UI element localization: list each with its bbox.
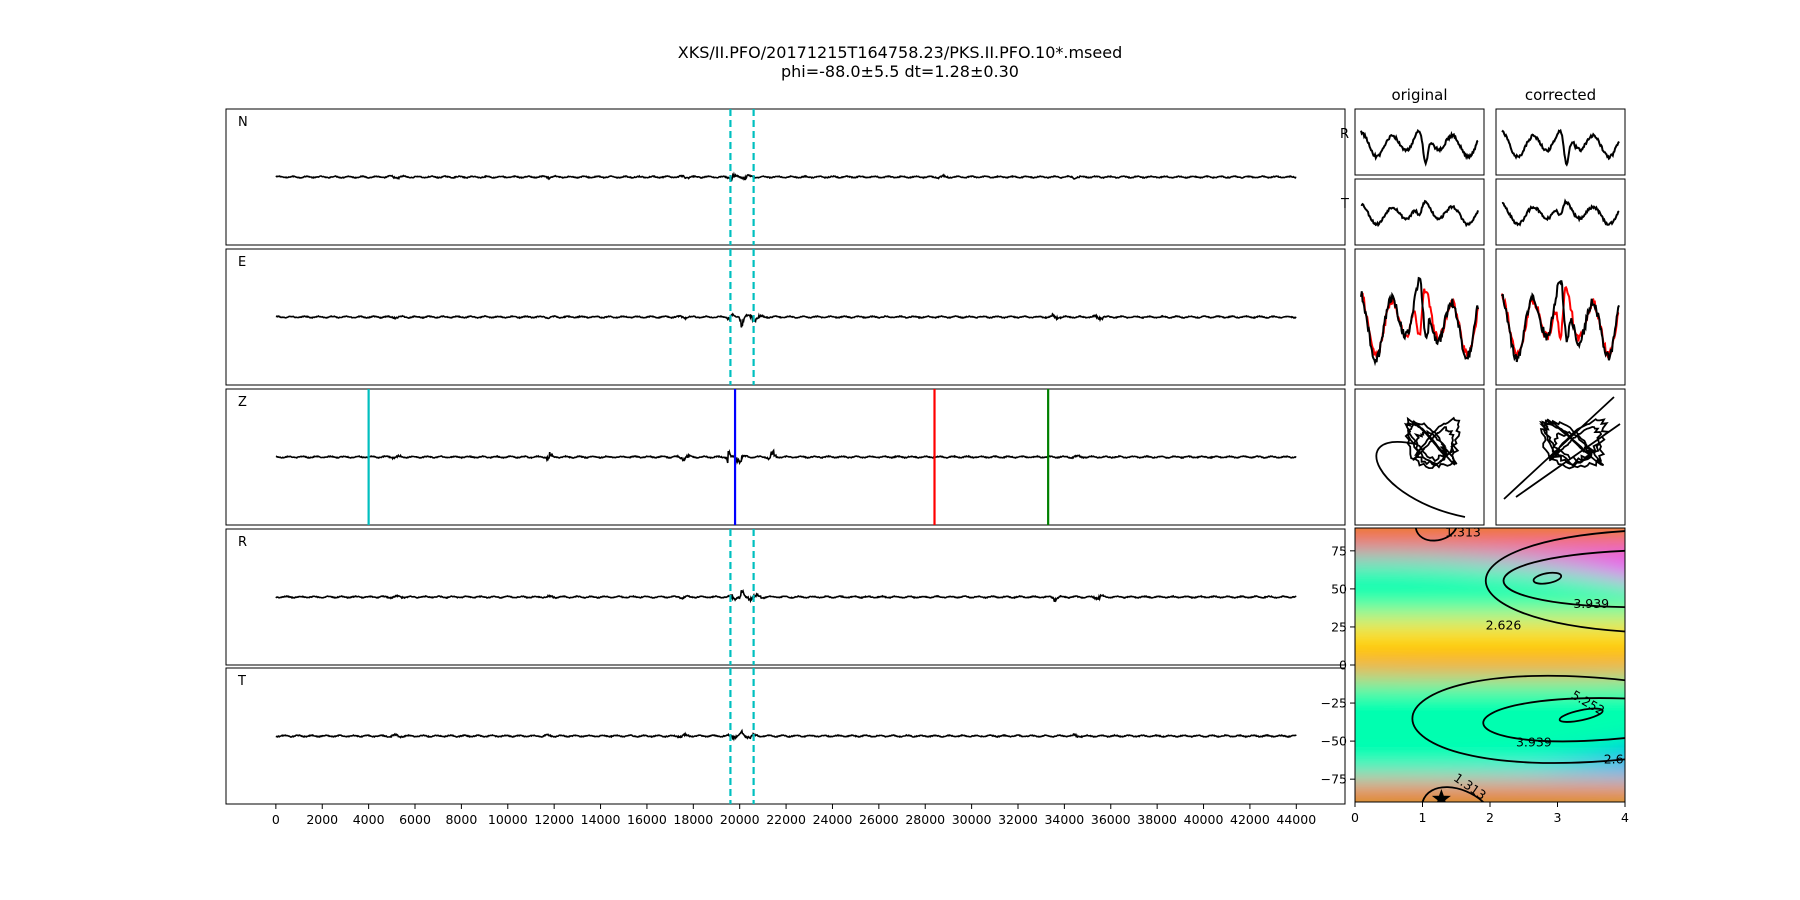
trace-panel-z: Z	[225, 388, 1346, 526]
trace-panel-t: T	[225, 667, 1346, 805]
pm-panel-corrected-2	[1495, 248, 1626, 386]
surface-blob	[1355, 528, 1625, 538]
x-tick-label: 12000	[534, 812, 574, 827]
pm-panel-original-2	[1354, 248, 1485, 386]
surface-y-tick-label: 0	[1339, 658, 1347, 673]
surface-x-tick-label: 1	[1419, 810, 1427, 825]
surface-blob	[1355, 652, 1625, 678]
surface-x-tick-label: 2	[1486, 810, 1494, 825]
x-tick-label: 4000	[353, 812, 385, 827]
contour-line-0	[1484, 530, 1625, 633]
waveform-t	[1360, 199, 1479, 228]
row-label-t: T	[1340, 197, 1349, 212]
trace-panel-r: R	[225, 528, 1346, 666]
contour-line-3	[1482, 697, 1625, 743]
trace-label: E	[238, 255, 246, 270]
column-title-0: original	[1391, 86, 1447, 104]
x-tick-label: 34000	[1044, 812, 1084, 827]
pm-frame	[1495, 108, 1626, 176]
pm-panel-original-3	[1354, 388, 1485, 526]
contour-label: 3.939	[1573, 596, 1609, 611]
x-tick-label: 40000	[1184, 812, 1224, 827]
waveform-r	[1501, 128, 1620, 167]
pm-panel-original-0	[1354, 108, 1485, 176]
pm-frame	[1495, 248, 1626, 386]
x-tick-label: 32000	[998, 812, 1038, 827]
seismogram-line	[275, 588, 1297, 604]
pm-frame	[1354, 178, 1485, 246]
x-tick-label: 24000	[813, 812, 853, 827]
surface-colors	[1355, 528, 1625, 802]
surface-y-tick-label: −50	[1321, 734, 1347, 749]
pm-panel-corrected-0	[1495, 108, 1626, 176]
waveform-t	[1501, 198, 1620, 227]
contour-min-top	[1532, 571, 1563, 585]
x-tick-label: 22000	[766, 812, 806, 827]
particle-motion-path	[1375, 416, 1466, 518]
seismogram-line	[275, 312, 1297, 328]
surface-y-tick-label: 50	[1331, 581, 1347, 596]
x-tick-label: 28000	[905, 812, 945, 827]
x-tick-label: 6000	[399, 812, 431, 827]
best-fit-star	[1431, 789, 1451, 802]
trace-label: Z	[238, 395, 247, 410]
x-tick-label: 38000	[1137, 812, 1177, 827]
contour-label: 3.939	[1516, 735, 1552, 750]
trace-label: N	[238, 115, 248, 130]
surface-x-tick-label: 0	[1351, 810, 1359, 825]
waveform-black	[1360, 276, 1479, 367]
x-tick-label: 36000	[1091, 812, 1131, 827]
seismogram-line	[275, 448, 1297, 466]
surface-x-tick-label: 4	[1621, 810, 1629, 825]
waveform-r	[1360, 128, 1479, 167]
x-tick-label: 18000	[673, 812, 713, 827]
contour-line-4	[1414, 528, 1458, 542]
pm-panel-corrected-3	[1495, 388, 1626, 526]
x-tick-label: 0	[272, 812, 280, 827]
contour-label: 1.313	[1445, 525, 1481, 540]
figure-subtitle: phi=-88.0±5.5 dt=1.28±0.30	[781, 62, 1019, 81]
seismogram-line	[275, 728, 1297, 742]
trace-panel-n: N	[225, 108, 1346, 246]
surface-y-tick-label: 75	[1331, 543, 1347, 558]
x-tick-label: 2000	[306, 812, 338, 827]
pm-frame	[1354, 108, 1485, 176]
contour-line-1	[1411, 674, 1625, 764]
trace-label: R	[238, 535, 247, 550]
x-tick-label: 42000	[1230, 812, 1270, 827]
surface-y-tick-label: −25	[1321, 696, 1347, 711]
waveform-black	[1501, 280, 1620, 363]
x-tick-label: 44000	[1276, 812, 1316, 827]
x-tick-label: 10000	[488, 812, 528, 827]
figure-title: XKS/II.PFO/20171215T164758.23/PKS.II.PFO…	[677, 43, 1123, 62]
trace-panel-e: E	[225, 248, 1346, 386]
contour-line-2	[1502, 549, 1625, 609]
contour-min-bottom	[1558, 707, 1604, 723]
x-tick-label: 26000	[859, 812, 899, 827]
pm-panel-corrected-1	[1495, 178, 1626, 246]
x-tick-label: 30000	[952, 812, 992, 827]
row-label-r: R	[1340, 127, 1349, 142]
x-tick-label: 8000	[445, 812, 477, 827]
column-title-1: corrected	[1525, 86, 1596, 104]
contour-line-5	[1421, 786, 1484, 802]
x-tick-label: 16000	[627, 812, 667, 827]
trace-label: T	[237, 674, 246, 689]
pm-frame	[1354, 248, 1485, 386]
contour-label: 2.626	[1604, 751, 1640, 766]
x-tick-label: 20000	[720, 812, 760, 827]
pm-panel-original-1	[1354, 178, 1485, 246]
contour-label: 2.626	[1486, 617, 1522, 632]
seismogram-line	[275, 171, 1297, 182]
particle-motion-path	[1503, 396, 1621, 500]
x-tick-label: 14000	[581, 812, 621, 827]
pm-frame	[1495, 178, 1626, 246]
surface-y-tick-label: −75	[1321, 772, 1347, 787]
surface-x-tick-label: 3	[1554, 810, 1562, 825]
surface-y-tick-label: 25	[1331, 619, 1347, 634]
